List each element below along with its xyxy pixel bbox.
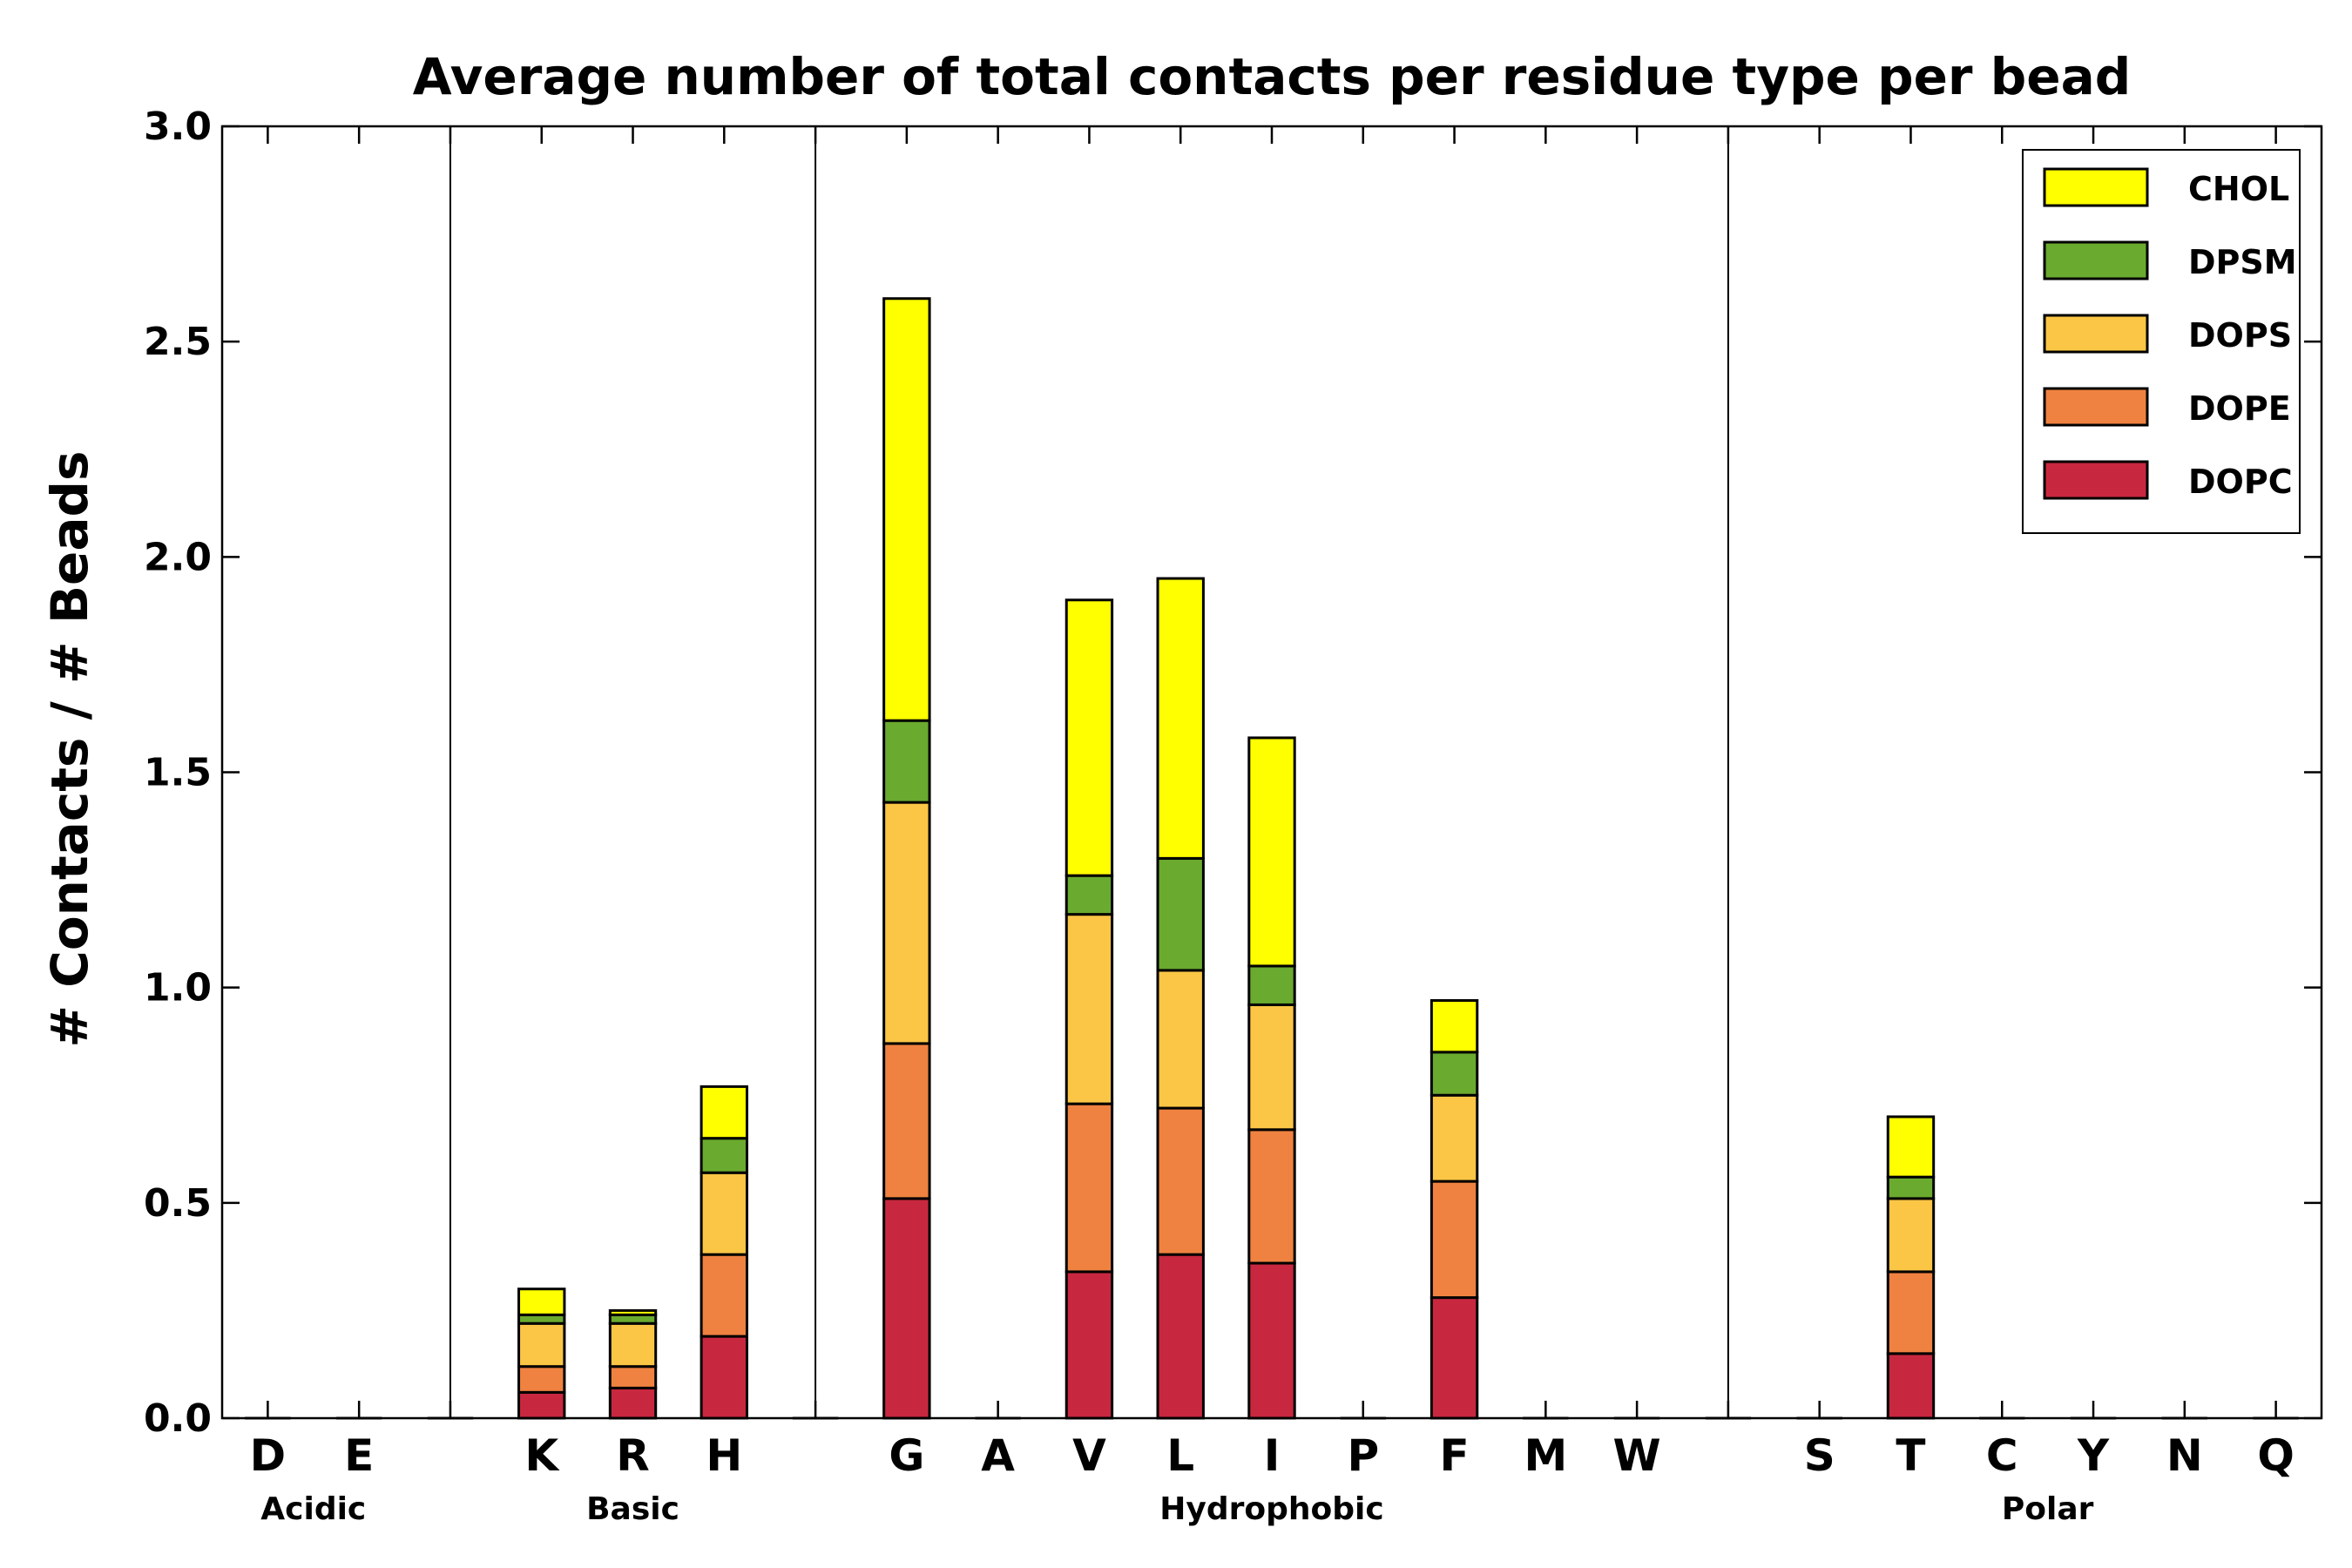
x-tick-label: V [1072, 1430, 1106, 1481]
bar-segment-dope-v [1064, 1102, 1114, 1274]
legend-label-dope: DOPE [2188, 389, 2291, 428]
x-tick-label: I [1264, 1430, 1281, 1481]
bar-segment-dops-i [1247, 1003, 1296, 1132]
x-tick-label: F [1439, 1430, 1469, 1481]
plot-area: 0.0 0.5 1.0 1.5 2.0 2.5 3.0 D E K R H G A V L I P F M W S T C Y N… [144, 105, 2323, 1527]
bar-segment-dope-t [1886, 1270, 1936, 1355]
bar-segment-dopc-v [1064, 1270, 1114, 1420]
bar-segment-dope-r [608, 1365, 658, 1389]
bar-segment-dopc-r [608, 1386, 658, 1420]
bar-segment-chol-r [608, 1308, 658, 1316]
legend-label-dopc: DOPC [2188, 463, 2293, 501]
x-tick-label: L [1166, 1430, 1194, 1481]
x-tick-label: N [2166, 1430, 2203, 1481]
bar-segment-dops-l [1156, 969, 1205, 1110]
x-tick-label: Q [2257, 1430, 2295, 1481]
legend-swatch-dops [2043, 314, 2149, 354]
legend-swatch-dpsm [2043, 240, 2149, 280]
bar-segment-dops-k [517, 1321, 566, 1369]
x-tick-label: K [524, 1430, 560, 1481]
legend-label-dops: DOPS [2188, 316, 2292, 355]
y-tick-label: 1.0 [144, 966, 212, 1010]
x-tick-label: A [981, 1430, 1015, 1481]
x-tick-label: W [1613, 1430, 1661, 1481]
x-tick-label: P [1347, 1430, 1379, 1481]
bar-segment-dpsm-h [700, 1137, 749, 1174]
bar-segment-dpsm-v [1064, 874, 1114, 916]
x-tick-label: Y [2077, 1430, 2110, 1481]
bar-segment-dopc-f [1429, 1296, 1479, 1420]
bar-segment-dpsm-f [1429, 1051, 1479, 1097]
x-tick-label: C [1986, 1430, 2018, 1481]
chart-title: Average number of total contacts per res… [413, 47, 2131, 106]
bar-segment-chol-v [1064, 598, 1114, 877]
bar-segment-dopc-k [517, 1390, 566, 1420]
y-tick-label: 2.0 [144, 535, 212, 579]
x-tick-label: D [250, 1430, 287, 1481]
group-label-hydrophobic: Hydrophobic [1159, 1491, 1383, 1527]
group-label-polar: Polar [2002, 1491, 2094, 1527]
bar-segment-chol-t [1886, 1115, 1936, 1179]
bar-segment-chol-i [1247, 736, 1296, 968]
bar-segment-dopc-i [1247, 1261, 1296, 1420]
group-label-basic: Basic [586, 1491, 679, 1527]
bar-segment-dopc-h [700, 1335, 749, 1420]
y-tick-label: 2.5 [144, 320, 212, 364]
legend-label-chol: CHOL [2188, 170, 2289, 208]
bar-segment-dops-t [1886, 1197, 1936, 1274]
x-tick-label: E [344, 1430, 374, 1481]
bar-segment-dpsm-l [1156, 856, 1205, 972]
bar-segment-dopc-l [1156, 1253, 1205, 1420]
bar-segment-dops-f [1429, 1093, 1479, 1183]
bar-segment-dops-r [608, 1321, 658, 1369]
bar-segment-dops-v [1064, 913, 1114, 1105]
legend-swatch-dope [2043, 387, 2149, 427]
bar-segment-dops-h [700, 1171, 749, 1256]
bar-segment-chol-l [1156, 577, 1205, 860]
bar-segment-dopc-g [882, 1197, 931, 1420]
group-label-acidic: Acidic [260, 1491, 366, 1527]
bar-segment-dope-k [517, 1365, 566, 1394]
y-tick-label: 0.0 [144, 1396, 212, 1441]
y-tick-label: 1.5 [144, 751, 212, 795]
bar-segment-dpsm-g [882, 719, 931, 804]
bar-segment-chol-h [700, 1085, 749, 1140]
x-tick-label: H [706, 1430, 742, 1481]
bar-segment-chol-f [1429, 998, 1479, 1054]
x-tick-label: R [616, 1430, 650, 1481]
bar-segment-chol-g [882, 297, 931, 722]
bar-segment-dope-i [1247, 1128, 1296, 1265]
bar-segment-dope-f [1429, 1179, 1479, 1300]
bar-segment-dops-g [882, 801, 931, 1045]
y-axis-label: # Contacts / # Beads [40, 450, 99, 1047]
bar-segment-dope-h [700, 1253, 749, 1338]
bar-segment-dopc-t [1886, 1352, 1936, 1420]
bar-segment-dpsm-t [1886, 1175, 1936, 1200]
x-tick-label: G [889, 1430, 924, 1481]
legend: CHOL DPSM DOPS DOPE DOPC [2022, 149, 2301, 534]
x-tick-label: M [1524, 1430, 1567, 1481]
bar-segment-dpsm-i [1247, 964, 1296, 1006]
x-tick-label: T [1896, 1430, 1925, 1481]
x-tick-label: S [1804, 1430, 1835, 1481]
legend-swatch-dopc [2043, 460, 2149, 500]
bar-segment-chol-k [517, 1288, 566, 1316]
y-tick-label: 0.5 [144, 1181, 212, 1226]
y-tick-label: 3.0 [144, 105, 212, 149]
bar-segment-dope-g [882, 1042, 931, 1200]
bar-segment-dope-l [1156, 1106, 1205, 1256]
legend-label-dpsm: DPSM [2188, 243, 2297, 281]
legend-swatch-chol [2043, 167, 2149, 207]
